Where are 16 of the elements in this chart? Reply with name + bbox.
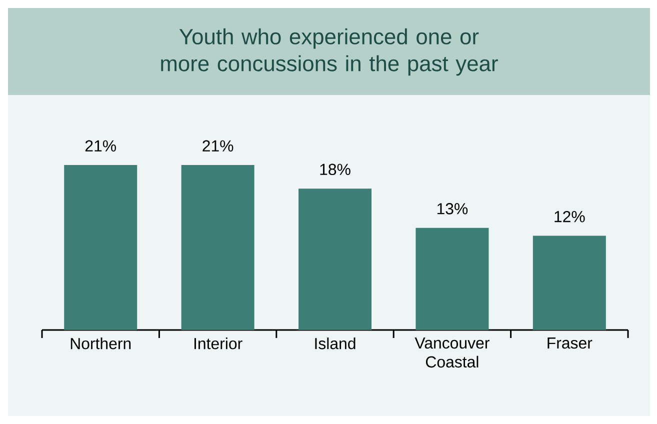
x-tick-label: Island bbox=[315, 338, 356, 350]
data-label: 12% bbox=[554, 210, 585, 222]
data-label: 21% bbox=[85, 140, 116, 152]
data-label: 21% bbox=[202, 140, 234, 152]
bar bbox=[298, 188, 372, 330]
x-tick-label: Northern bbox=[70, 338, 131, 350]
x-tick-label: Fraser bbox=[548, 338, 592, 349]
chart-title: Youth who experienced one or more concussions in the past year bbox=[161, 28, 498, 76]
bar bbox=[64, 164, 138, 330]
bar bbox=[532, 236, 606, 330]
data-label: 18% bbox=[320, 164, 350, 176]
bar bbox=[416, 228, 489, 330]
bar bbox=[181, 164, 254, 330]
x-tick-label: Vancouver Coastal bbox=[414, 338, 490, 368]
x-tick-label: Interior bbox=[194, 338, 242, 350]
data-label: 13% bbox=[437, 203, 468, 214]
